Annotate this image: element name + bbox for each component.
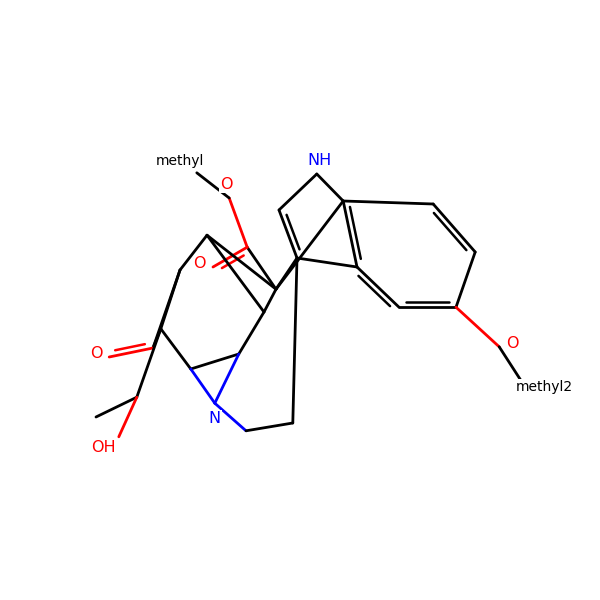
- Text: methyl: methyl: [156, 154, 204, 168]
- Text: O: O: [90, 347, 102, 361]
- Text: N: N: [209, 410, 221, 426]
- Text: methyl2: methyl2: [515, 380, 573, 394]
- Text: O: O: [194, 257, 206, 271]
- Text: NH: NH: [308, 153, 332, 168]
- Text: O: O: [220, 178, 232, 192]
- Text: OH: OH: [91, 440, 116, 455]
- Text: O: O: [506, 336, 518, 351]
